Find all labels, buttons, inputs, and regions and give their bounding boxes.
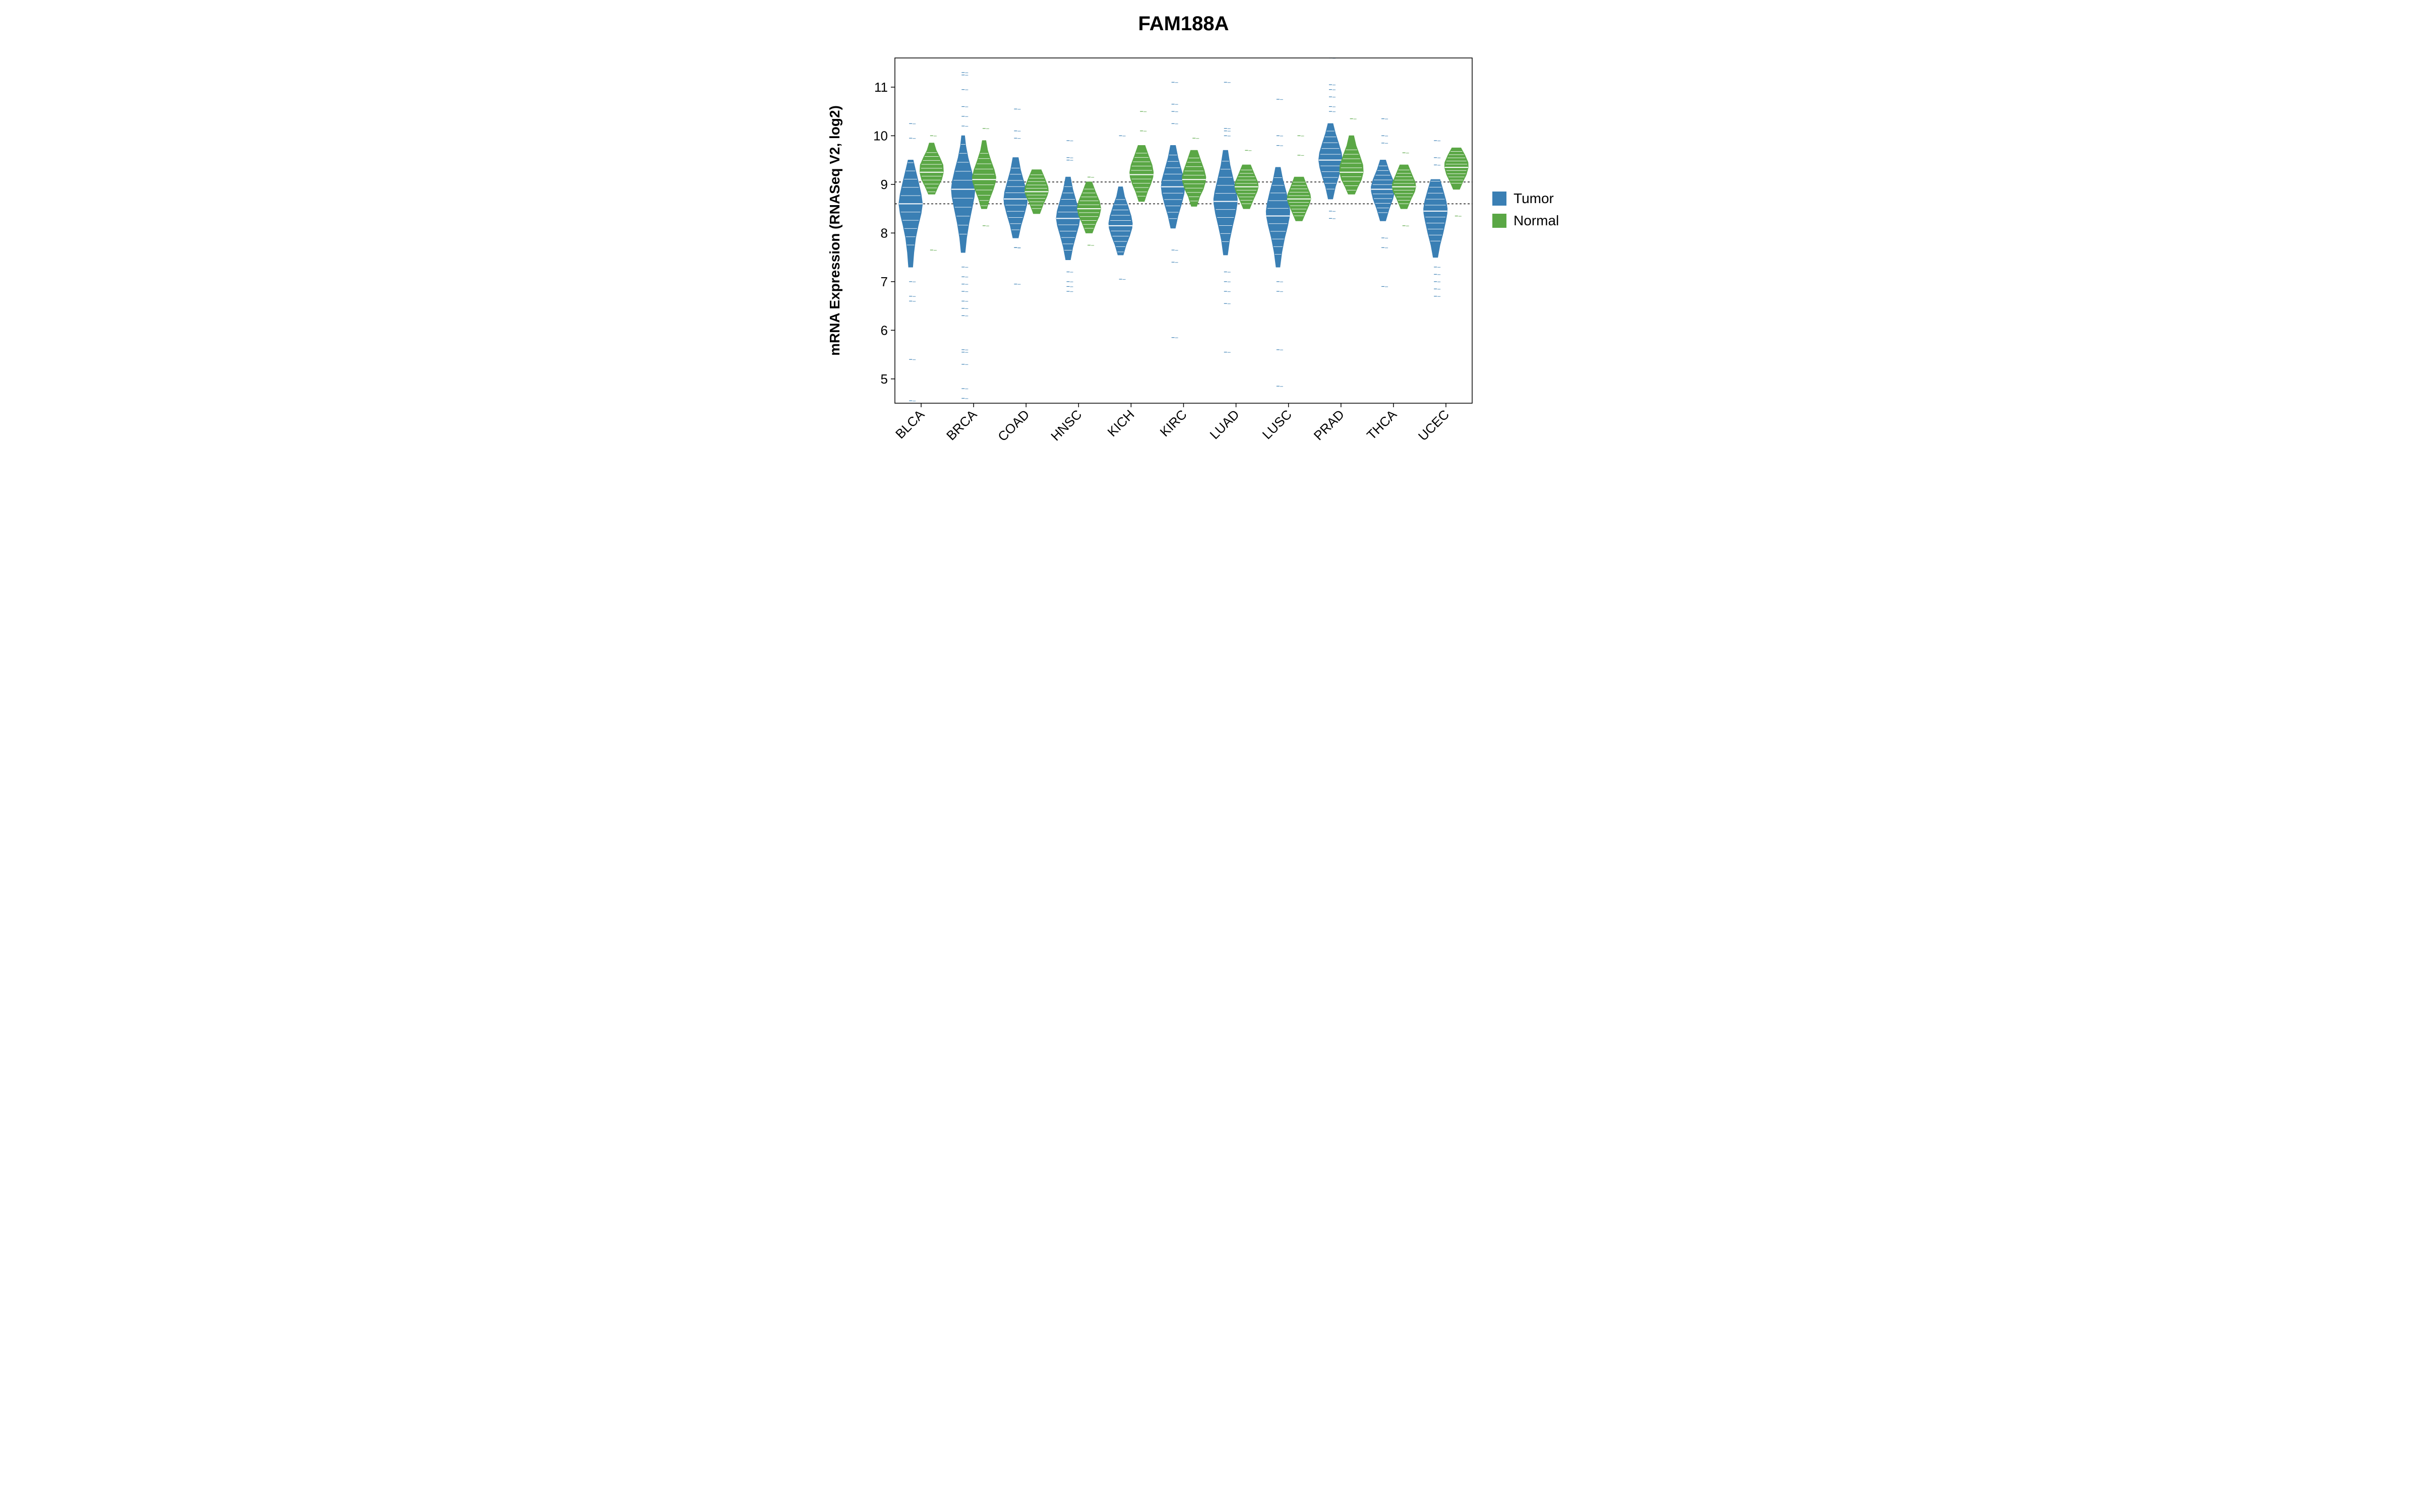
y-tick-label: 8 [881, 225, 888, 240]
chart-svg: FAM188A 5 6 7 8 9 10 11 mRNA Expression (RNASeq … [807, 0, 1613, 504]
y-axis-title: mRNA Expression (RNASeq V2, log2) [827, 105, 842, 356]
y-tick-label: 5 [881, 371, 888, 387]
chart-container: FAM188A 5 6 7 8 9 10 11 mRNA Expression (RNASeq … [807, 0, 1613, 504]
chart-title: FAM188A [1138, 13, 1229, 35]
y-tick-label: 6 [881, 323, 888, 338]
legend-swatch [1492, 192, 1506, 206]
y-tick-label: 11 [874, 80, 888, 95]
y-tick-label: 7 [881, 274, 888, 289]
y-tick-label: 10 [873, 128, 888, 143]
legend-swatch [1492, 214, 1506, 228]
legend-label: Tumor [1514, 191, 1554, 206]
legend-label: Normal [1514, 213, 1559, 228]
y-tick-label: 9 [881, 177, 888, 192]
